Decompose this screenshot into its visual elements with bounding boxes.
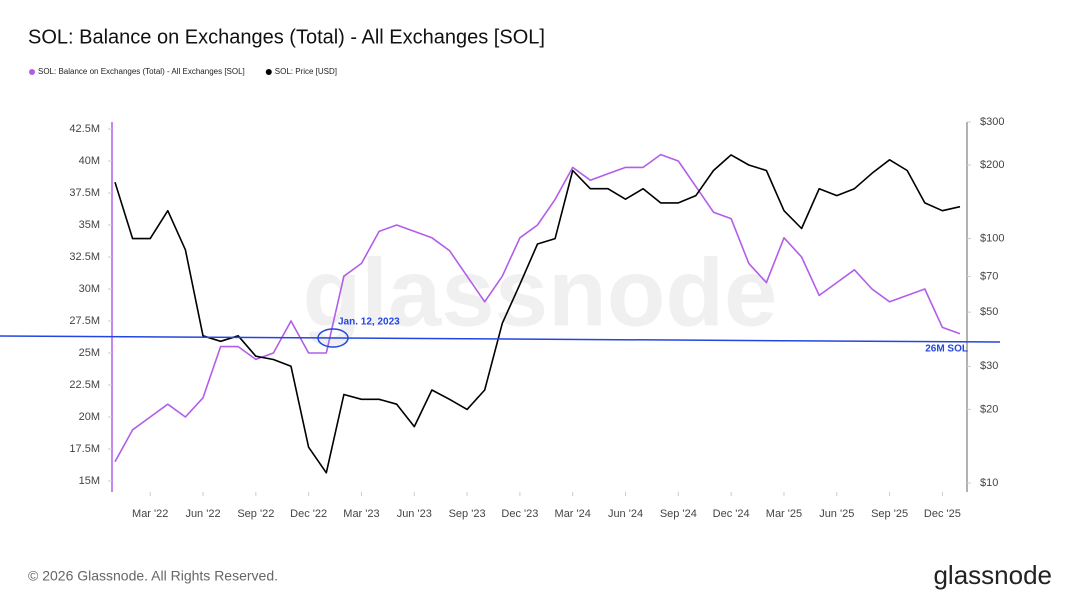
legend-label: SOL: Balance on Exchanges (Total) - All …: [38, 67, 245, 76]
plot: [114, 153, 961, 474]
y2-tick-label: $50: [980, 306, 998, 318]
legend-label: SOL: Price [USD]: [275, 67, 337, 76]
y2-tick-label: $100: [980, 232, 1004, 244]
y-tick-label: 27.5M: [69, 315, 100, 327]
y-tick-label: 42.5M: [69, 123, 100, 135]
highlight-circle: [317, 328, 349, 348]
x-tick-label: Dec '24: [713, 508, 750, 520]
y2-tick-label: $30: [980, 360, 998, 372]
x-tick-label: Jun '23: [397, 508, 432, 520]
x-tick-label: Jun '25: [819, 508, 854, 520]
x-tick-label: Mar '25: [766, 508, 802, 520]
y-tick-label: 32.5M: [69, 251, 100, 263]
watermark: glassnode: [303, 239, 778, 346]
footer: © 2026 Glassnode. All Rights Reserved.: [28, 568, 278, 584]
x-tick-label: Jun '22: [185, 508, 220, 520]
x-tick-label: Dec '22: [290, 508, 327, 520]
series-line: [114, 153, 961, 463]
x-tick-label: Mar '23: [343, 508, 379, 520]
y2-tick-label: $10: [980, 477, 998, 489]
x-tick-label: Sep '24: [660, 508, 697, 520]
x-tick-label: Sep '23: [449, 508, 486, 520]
annotation: 26M SOL: [925, 344, 968, 355]
y-tick-label: 37.5M: [69, 187, 100, 199]
y-tick-label: 15M: [79, 475, 100, 487]
series-line: [114, 154, 961, 474]
y-tick-label: 20M: [79, 411, 100, 423]
x-tick-label: Sep '25: [871, 508, 908, 520]
legend-marker: [265, 69, 272, 75]
y-tick-label: 40M: [79, 155, 100, 167]
y-tick-label: 25M: [79, 347, 100, 359]
y2-tick-label: $300: [980, 116, 1004, 128]
y-tick-label: 22.5M: [69, 379, 100, 391]
x-tick-label: Jun '24: [608, 508, 643, 520]
logo: glassnode: [933, 560, 1052, 590]
y-tick-label: 35M: [79, 219, 100, 231]
y-tick-label: 30M: [79, 283, 100, 295]
y2-tick-label: $20: [980, 403, 998, 415]
x-tick-label: Dec '25: [924, 508, 961, 520]
x-tick-label: Mar '24: [555, 508, 591, 520]
legend-marker: [29, 69, 35, 75]
y2-tick-label: $70: [980, 270, 998, 282]
y-tick-label: 17.5M: [69, 443, 100, 455]
annotation: Jan. 12, 2023: [338, 317, 400, 328]
x-tick-label: Sep '22: [237, 508, 274, 520]
reference-line: [0, 335, 1001, 343]
chart-title: SOL: Balance on Exchanges (Total) - All …: [28, 26, 545, 48]
y2-tick-label: $200: [980, 159, 1004, 171]
x-tick-label: Mar '22: [132, 508, 168, 520]
x-tick-label: Dec '23: [501, 508, 538, 520]
